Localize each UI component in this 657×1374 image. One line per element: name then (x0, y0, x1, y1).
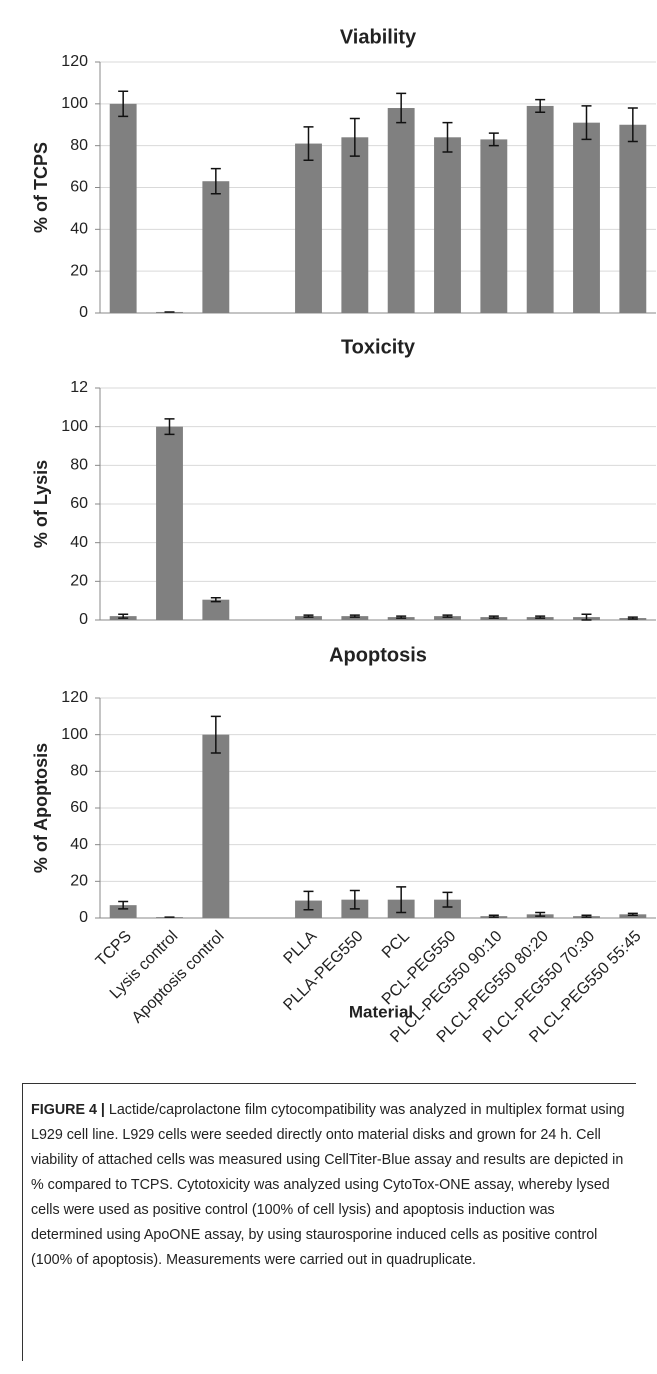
error-bar (581, 105, 592, 141)
y-tick-label: 60 (70, 799, 88, 816)
bar (480, 139, 508, 313)
y-tick-label: 100 (61, 726, 88, 743)
y-tick-label: 0 (79, 611, 88, 628)
chart-title: Toxicity (341, 336, 416, 358)
error-bar (442, 614, 453, 618)
error-bar (118, 613, 129, 619)
y-tick-label: 40 (70, 221, 88, 238)
error-bar (627, 912, 638, 916)
bar (573, 122, 600, 314)
bar (109, 905, 137, 918)
x-tick-label: PLLA (281, 928, 321, 968)
error-bar (118, 900, 129, 910)
bar (526, 105, 554, 313)
error-bar (488, 914, 499, 918)
bar (295, 616, 322, 620)
y-axis-label: % of Apoptosis (31, 743, 51, 873)
y-axis-label: % of TCPS (31, 142, 51, 233)
y-tick-label: 20 (70, 262, 88, 279)
bar (619, 124, 647, 313)
caption: FIGURE 4 | Lactide/caprolactone film cyt… (22, 1083, 636, 1361)
y-tick-label: 80 (70, 457, 88, 474)
bar (202, 599, 230, 620)
chart-title: Apoptosis (329, 644, 427, 666)
y-tick-label: 80 (70, 763, 88, 780)
error-bar (581, 914, 592, 918)
error-bar (396, 615, 407, 619)
x-tick-label: PCL (379, 928, 413, 962)
error-bar (535, 911, 546, 917)
error-bar (535, 615, 546, 619)
y-tick-label: 120 (61, 689, 88, 706)
error-bar (535, 98, 546, 113)
error-bar (396, 886, 407, 914)
caption-text: Lactide/caprolactone film cytocompatibil… (31, 1102, 625, 1268)
caption-label: FIGURE 4 | (31, 1102, 105, 1118)
error-bar (488, 615, 499, 619)
bar (434, 137, 461, 313)
error-bar (210, 167, 221, 195)
error-bar (303, 614, 314, 618)
y-tick-label: 12 (70, 379, 88, 396)
error-bar (210, 597, 221, 603)
y-tick-label: 40 (70, 836, 88, 853)
bar (202, 734, 230, 918)
y-tick-label: 60 (70, 495, 88, 512)
bar (341, 616, 369, 620)
y-tick-label: 60 (70, 179, 88, 196)
y-tick-label: 0 (79, 909, 88, 926)
error-bar (303, 890, 314, 911)
error-bar (210, 715, 221, 754)
bar (156, 426, 183, 620)
y-tick-label: 0 (79, 304, 88, 321)
figure: Viability% of TCPS020406080100120Toxicit… (31, 26, 656, 1046)
error-bar (349, 614, 360, 618)
error-bar (349, 117, 360, 157)
y-tick-label: 100 (61, 418, 88, 435)
chart-title: Viability (340, 26, 417, 48)
bar (109, 103, 137, 313)
x-tick-label: TCPS (93, 928, 135, 970)
bar (295, 143, 322, 313)
error-bar (442, 891, 453, 908)
error-bar (442, 121, 453, 153)
y-tick-label: 100 (61, 95, 88, 112)
error-bar (349, 889, 360, 910)
y-tick-label: 20 (70, 873, 88, 890)
bar (341, 137, 369, 313)
error-bar (164, 418, 175, 436)
y-tick-label: 120 (61, 53, 88, 70)
error-bar (627, 616, 638, 620)
error-bar (396, 92, 407, 124)
error-bar (118, 90, 129, 118)
y-tick-label: 40 (70, 534, 88, 551)
bar (434, 899, 461, 918)
x-tick-label: PLLA-PEG550 (280, 928, 366, 1014)
y-axis-label: % of Lysis (31, 460, 51, 548)
y-tick-label: 80 (70, 137, 88, 154)
error-bar (303, 126, 314, 162)
error-bar (627, 107, 638, 143)
bar (202, 181, 230, 313)
bar (434, 616, 461, 620)
bar (619, 914, 647, 918)
x-axis-label: Material (349, 1002, 413, 1021)
bar (387, 108, 415, 314)
error-bar (581, 613, 592, 621)
y-tick-label: 20 (70, 573, 88, 590)
error-bar (488, 132, 499, 147)
